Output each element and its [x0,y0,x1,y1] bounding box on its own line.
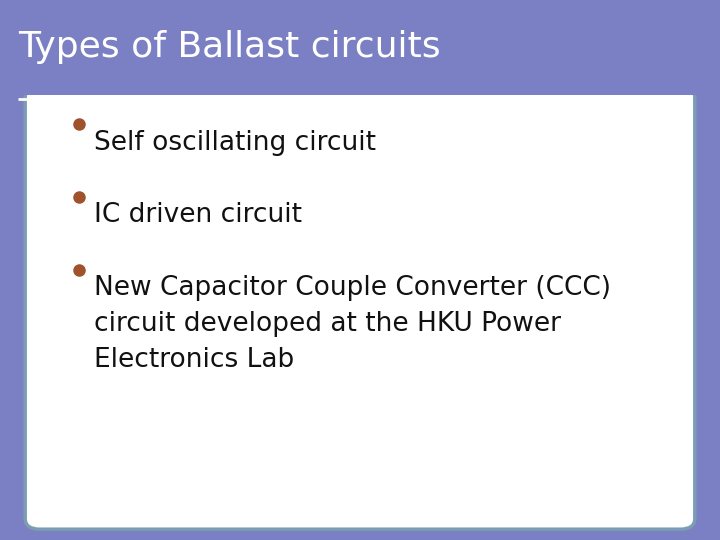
Text: Types of Ballast circuits: Types of Ballast circuits [18,30,441,64]
Text: IC driven circuit: IC driven circuit [94,202,302,228]
Bar [0,0,720,94]
Text: New Capacitor Couple Converter (CCC)
circuit developed at the HKU Power
Electron: New Capacitor Couple Converter (CCC) cir… [94,275,611,373]
Text: Self oscillating circuit: Self oscillating circuit [94,130,376,156]
FancyBboxPatch shape [25,86,695,529]
